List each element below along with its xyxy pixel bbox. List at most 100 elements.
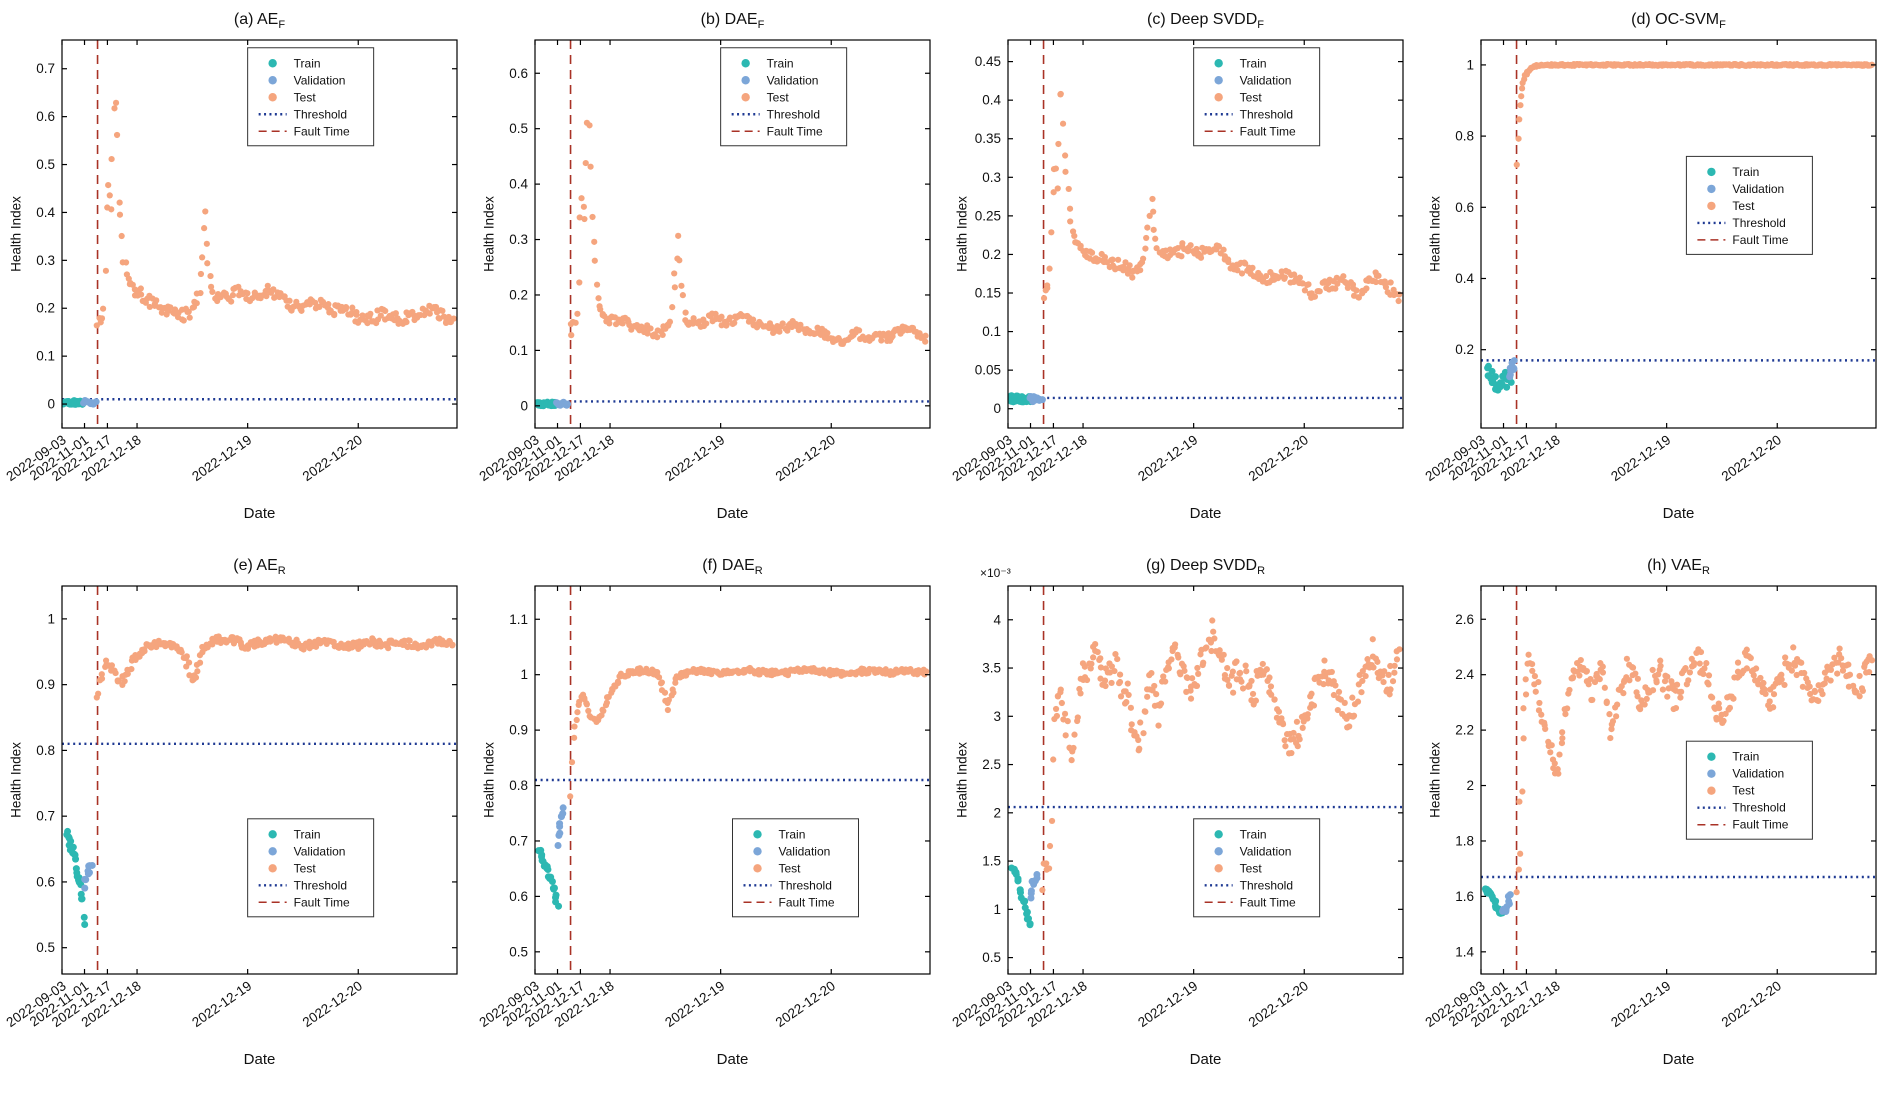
plot-svg: 1.41.61.822.22.42.62022-09-032022-11-012… bbox=[1423, 585, 1877, 1030]
svg-text:Test: Test bbox=[294, 861, 317, 875]
y-ticks: 0.5 0.6 0.7 0.8 0.9 1 1.1 bbox=[509, 612, 930, 959]
axis-box bbox=[1480, 585, 1877, 975]
svg-text:Train: Train bbox=[1240, 827, 1267, 841]
panel-d: (d) OC-SVMF 0.2 0.4 0.6 0.8 1 2022-09-03 2022-… bbox=[1419, 0, 1892, 546]
scatter-train bbox=[1008, 864, 1034, 929]
svg-text:0: 0 bbox=[520, 398, 528, 413]
y-ticks: 0.5 1 1.5 2 2.5 3 3.5 4 bbox=[982, 612, 1403, 965]
svg-text:2022-12-19: 2022-12-19 bbox=[1135, 978, 1200, 1030]
svg-text:1: 1 bbox=[47, 611, 55, 626]
legend-marker-test bbox=[1214, 93, 1223, 102]
svg-text:Validation: Validation bbox=[1732, 182, 1784, 196]
y-axis-label: Health Index bbox=[8, 742, 24, 818]
svg-text:0.6: 0.6 bbox=[1455, 200, 1474, 215]
legend: Train Validation Test Threshold Fault Time bbox=[247, 47, 375, 147]
svg-text:0.5: 0.5 bbox=[36, 940, 55, 955]
svg-text:2022-12-20: 2022-12-20 bbox=[1246, 432, 1311, 484]
panel-g: (g) Deep SVDDR ×10⁻³ 0.5 1 1.5 2 2.5 3 3.5 4 202… bbox=[946, 546, 1419, 1092]
svg-text:2022-12-19: 2022-12-19 bbox=[189, 432, 254, 484]
svg-text:0.2: 0.2 bbox=[36, 301, 55, 316]
panel-f: (f) DAER 0.5 0.6 0.7 0.8 0.9 1 1.1 2022-09-03 20… bbox=[473, 546, 946, 1092]
svg-text:0.5: 0.5 bbox=[509, 121, 528, 136]
legend-marker-validation bbox=[1214, 847, 1223, 856]
svg-text:4: 4 bbox=[993, 612, 1001, 627]
svg-text:2022-12-20: 2022-12-20 bbox=[300, 978, 365, 1030]
svg-text:Validation: Validation bbox=[767, 73, 819, 87]
svg-text:0.3: 0.3 bbox=[36, 253, 55, 268]
panel-title: (b) DAEF bbox=[535, 11, 930, 31]
panel-title-subscript: R bbox=[1701, 565, 1710, 578]
svg-text:0.8: 0.8 bbox=[36, 743, 55, 758]
y-ticks: 1.4 1.6 1.8 2 2.2 2.4 2.6 bbox=[1455, 612, 1876, 959]
y-axis-label: Health Index bbox=[954, 742, 970, 818]
legend-marker-train bbox=[1707, 752, 1716, 761]
scatter-train bbox=[1481, 885, 1506, 917]
svg-text:2022-12-20: 2022-12-20 bbox=[1719, 432, 1784, 484]
svg-text:Validation: Validation bbox=[779, 844, 831, 858]
svg-text:Test: Test bbox=[1732, 199, 1755, 213]
legend: Train Validation Test Threshold Fault Time bbox=[1193, 47, 1321, 147]
axis-box bbox=[1007, 39, 1404, 429]
x-axis-label: Date bbox=[716, 505, 749, 522]
axis-box bbox=[1480, 39, 1877, 429]
scatter-validation bbox=[81, 861, 96, 892]
svg-text:2022-12-20: 2022-12-20 bbox=[300, 432, 365, 484]
y-axis-label: Health Index bbox=[481, 196, 497, 272]
y-ticks: 0 0.1 0.2 0.3 0.4 0.5 0.6 0.7 bbox=[36, 61, 457, 412]
svg-text:Threshold: Threshold bbox=[1732, 801, 1785, 815]
svg-text:1.4: 1.4 bbox=[1455, 944, 1474, 959]
plot-svg: 0.5 0.6 0.7 0.8 0.9 1 1.12022-09-032022-11-012… bbox=[477, 585, 931, 1030]
legend: Train Validation Test Threshold Fault Time bbox=[1685, 155, 1813, 255]
svg-text:1.1: 1.1 bbox=[509, 612, 528, 627]
svg-text:0.3: 0.3 bbox=[982, 170, 1001, 185]
panel-title: (f) DAER bbox=[535, 557, 930, 577]
svg-text:Fault Time: Fault Time bbox=[767, 124, 823, 138]
svg-text:Threshold: Threshold bbox=[1240, 107, 1293, 121]
plot-svg: 00.10.20.30.40.50.60.72022-09-032022-11-… bbox=[4, 39, 458, 484]
panel-title-subscript: R bbox=[1257, 565, 1266, 578]
legend-marker-test bbox=[741, 93, 750, 102]
scatter-test bbox=[567, 664, 930, 800]
svg-text:2.2: 2.2 bbox=[1455, 723, 1474, 738]
svg-text:0.7: 0.7 bbox=[36, 61, 55, 76]
axis-box bbox=[534, 39, 931, 429]
svg-text:0.45: 0.45 bbox=[975, 54, 1001, 69]
x-ticks: 2022-09-032022-11-012022-12-172022-12-18… bbox=[1423, 40, 1784, 484]
scatter-validation bbox=[1506, 357, 1518, 381]
legend-marker-test bbox=[753, 864, 762, 873]
svg-text:0.5: 0.5 bbox=[36, 157, 55, 172]
svg-text:0.3: 0.3 bbox=[509, 232, 528, 247]
svg-text:Train: Train bbox=[779, 827, 806, 841]
svg-text:Train: Train bbox=[294, 827, 321, 841]
svg-text:0.1: 0.1 bbox=[509, 343, 528, 358]
svg-text:2022-12-19: 2022-12-19 bbox=[1608, 432, 1673, 484]
svg-text:1: 1 bbox=[520, 667, 528, 682]
x-axis-label: Date bbox=[1189, 1051, 1222, 1068]
scatter-train bbox=[63, 827, 89, 929]
panel-title-text: (g) Deep SVDD bbox=[1145, 557, 1258, 574]
svg-text:0.4: 0.4 bbox=[509, 177, 528, 192]
svg-text:Threshold: Threshold bbox=[294, 107, 347, 121]
svg-text:Threshold: Threshold bbox=[779, 878, 832, 892]
legend-marker-train bbox=[753, 830, 762, 839]
svg-text:Fault Time: Fault Time bbox=[1732, 818, 1788, 832]
scatter-validation bbox=[1499, 891, 1514, 915]
panel-title: (h) VAER bbox=[1481, 557, 1876, 577]
svg-text:2: 2 bbox=[1466, 778, 1474, 793]
svg-text:0: 0 bbox=[993, 401, 1001, 416]
svg-text:0.5: 0.5 bbox=[509, 944, 528, 959]
plot-svg: 0.2 0.4 0.6 0.8 12022-09-032022-11-012022-12… bbox=[1423, 39, 1877, 484]
y-axis-label: Health Index bbox=[1427, 196, 1443, 272]
legend-marker-test bbox=[268, 864, 277, 873]
scatter-test bbox=[93, 99, 457, 329]
scatter-validation bbox=[80, 396, 100, 408]
axis-box bbox=[61, 39, 458, 429]
panel-b: (b) DAEF 0 0.1 0.2 0.3 0.4 0.5 0.6 2022-09-03 20… bbox=[473, 0, 946, 546]
x-axis-label: Date bbox=[243, 1051, 276, 1068]
x-axis-label: Date bbox=[716, 1051, 749, 1068]
x-ticks: 2022-09-032022-11-012022-12-172022-12-18… bbox=[950, 586, 1311, 1030]
svg-text:Fault Time: Fault Time bbox=[1732, 233, 1788, 247]
panel-title-text: (c) Deep SVDD bbox=[1147, 11, 1258, 28]
legend-marker-test bbox=[268, 93, 277, 102]
